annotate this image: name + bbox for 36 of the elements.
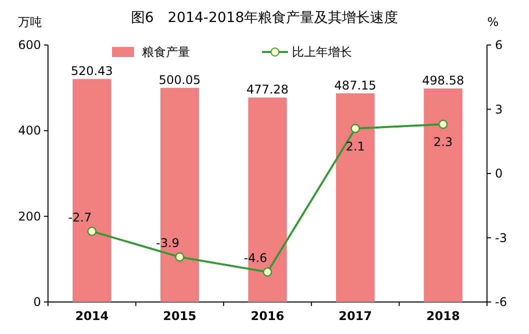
data-label: -2.7 [68, 210, 92, 224]
x-tick-label: 2018 [426, 309, 460, 323]
y-tick-label: 400 [18, 124, 41, 138]
data-label: 2.1 [346, 140, 365, 154]
data-label: 477.28 [246, 82, 288, 97]
point [262, 267, 272, 277]
y2-tick-label: -6 [495, 295, 507, 309]
data-label: 2.3 [434, 135, 453, 150]
bar [336, 93, 375, 302]
chart-title: 图6 2014-2018年粮食产量及其增长速度 [130, 10, 398, 26]
y-tick-label: 600 [18, 38, 41, 52]
point [175, 252, 184, 262]
point [438, 120, 448, 129]
data-label: 498.58 [422, 73, 464, 88]
data-label: -4.6 [244, 251, 268, 266]
y2-tick-label: -3 [495, 230, 507, 245]
bar [424, 88, 462, 302]
y2-tick-label: 3 [495, 102, 503, 116]
x-tick-label: 2015 [162, 309, 196, 323]
point [350, 124, 360, 134]
y2-axis-title: % [487, 15, 499, 29]
x-tick-label: 2016 [250, 309, 284, 323]
x-tick-label: 2014 [75, 309, 109, 323]
y-tick-label: 0 [33, 295, 41, 309]
data-label: 520.43 [70, 64, 113, 78]
data-label: -3.9 [156, 236, 180, 250]
legend-label: 粮食产量 [142, 45, 190, 59]
data-label: 500.05 [158, 72, 201, 87]
y2-tick-label: 0 [495, 166, 503, 180]
legend-label: 比上年增长 [292, 45, 352, 59]
y-axis-title: 万吨 [18, 15, 42, 29]
x-tick-label: 2017 [338, 309, 372, 323]
data-label: 487.15 [334, 78, 376, 92]
point [87, 226, 96, 236]
y-tick-label: 200 [18, 209, 41, 224]
y2-tick-label: 6 [495, 38, 503, 52]
